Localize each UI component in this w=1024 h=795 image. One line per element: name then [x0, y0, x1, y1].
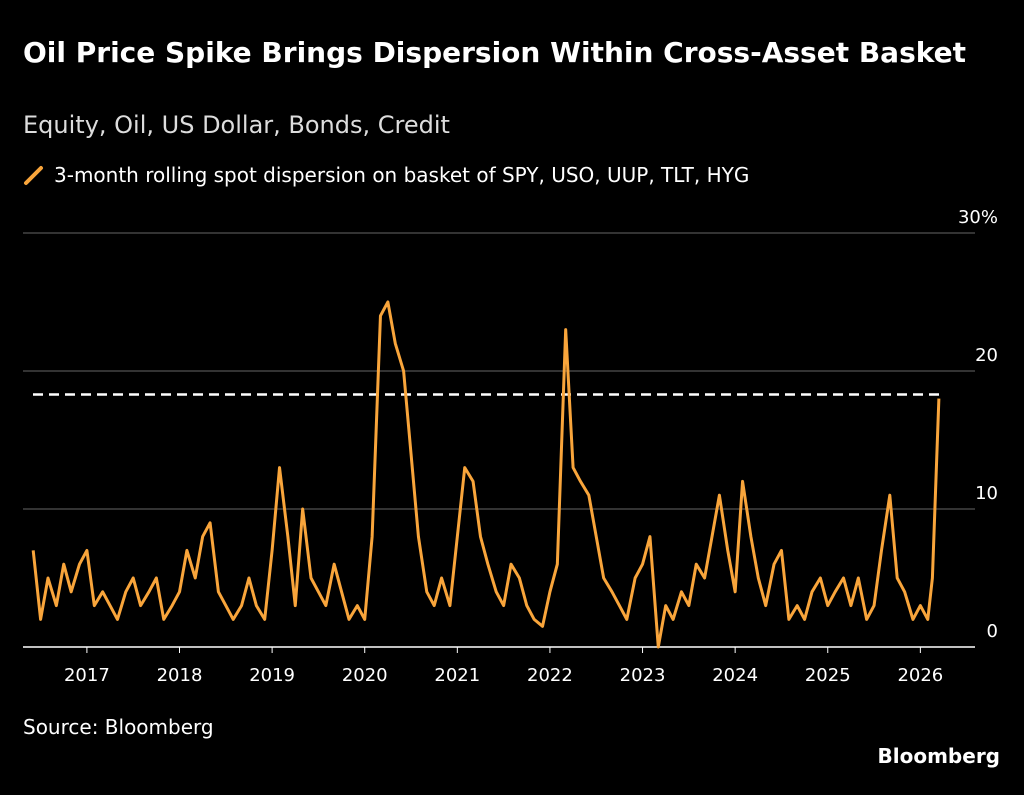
y-tick-label: 30%: [958, 207, 998, 228]
y-tick-label: 0: [987, 621, 998, 642]
x-tick-label: 2020: [342, 665, 388, 686]
brand: Bloomberg: [878, 744, 1000, 768]
x-tick-label: 2019: [249, 665, 295, 686]
x-tick-label: 2018: [157, 665, 203, 686]
y-tick-label: 20: [975, 345, 998, 366]
x-tick-label: 2023: [620, 665, 666, 686]
chart-title: Oil Price Spike Brings Dispersion Within…: [23, 36, 966, 69]
legend-swatch: [24, 166, 43, 185]
data-line: [31, 300, 941, 649]
chart-subtitle: Equity, Oil, US Dollar, Bonds, Credit: [23, 111, 450, 139]
x-tick-label: 2017: [64, 665, 110, 686]
source: Source: Bloomberg: [23, 715, 214, 739]
x-tick-label: 2025: [805, 665, 851, 686]
x-tick-label: 2024: [712, 665, 758, 686]
x-tick-label: 2022: [527, 665, 573, 686]
y-tick-label: 10: [975, 483, 998, 504]
x-tick-label: 2026: [897, 665, 943, 686]
legend-label: 3-month rolling spot dispersion on baske…: [54, 163, 749, 187]
x-tick-label: 2021: [434, 665, 480, 686]
